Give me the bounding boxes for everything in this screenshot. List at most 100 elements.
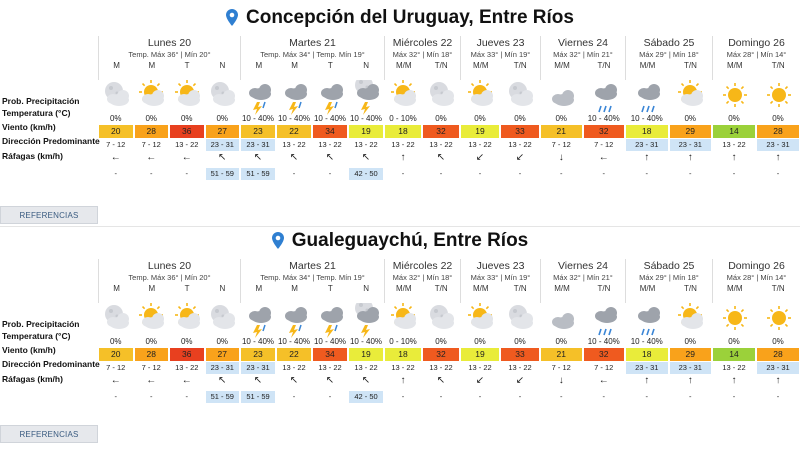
row-label-temp: Temperatura (°C) [2, 331, 71, 341]
wind-value: 13 - 22 [354, 363, 378, 372]
temp-value: 19 [461, 125, 499, 138]
row-label-wind: Viento (km/h) [2, 122, 56, 132]
sun-cloud-icon [465, 303, 495, 344]
wind-direction-arrow-icon: ← [181, 375, 192, 386]
day-name: Sábado 25 [643, 260, 695, 272]
wind-direction-arrow-icon: ↖ [436, 375, 446, 386]
sun-cloud-icon [136, 80, 166, 121]
gust-value: - [732, 169, 736, 178]
wind-direction-arrow-icon: ↑ [687, 375, 693, 386]
moon-cloud-icon [426, 303, 456, 344]
day-name: Domingo 26 [728, 37, 785, 49]
wind-direction-arrow-icon: ↖ [289, 152, 299, 163]
wind-value: 23 - 31 [669, 139, 711, 151]
storm-icon [243, 303, 273, 344]
wind-direction-arrow-icon: ↙ [515, 152, 525, 163]
gust-value: - [602, 392, 606, 401]
period-label: T/N [513, 61, 527, 70]
wind-direction-arrow-icon: ↑ [731, 152, 737, 163]
temp-value: 33 [501, 125, 539, 138]
sun-cloud-icon [675, 80, 705, 121]
temp-value: 36 [170, 348, 204, 361]
temp-value: 21 [541, 348, 582, 361]
temp-value: 23 [241, 125, 275, 138]
period-label: N [363, 284, 370, 293]
period-label: N [219, 61, 226, 70]
wind-direction-arrow-icon: ↖ [218, 375, 227, 386]
day-name: Martes 21 [289, 37, 336, 49]
wind-direction-arrow-icon: ↖ [218, 152, 227, 163]
precip-value: 10 - 40% [241, 114, 275, 123]
gust-value: - [732, 392, 736, 401]
gust-value: - [602, 169, 606, 178]
storm-icon [315, 80, 345, 121]
wind-value: 13 - 22 [468, 140, 492, 149]
wind-value: 7 - 12 [594, 363, 614, 372]
gust-value: - [185, 169, 189, 178]
temp-value: 19 [349, 348, 383, 361]
temp-value: 21 [541, 125, 582, 138]
wind-direction-arrow-icon: ↑ [687, 152, 693, 163]
rain-icon [589, 80, 619, 121]
precip-value: 10 - 40% [587, 114, 620, 123]
temp-value: 29 [669, 125, 711, 138]
day-header: Sábado 25 Máx 29° | Mín 18° M/M T/N [625, 36, 712, 80]
day-name: Martes 21 [289, 260, 336, 272]
wind-value: 13 - 22 [508, 140, 532, 149]
day-name: Jueves 23 [476, 37, 525, 49]
gust-value: - [114, 392, 118, 401]
day-periods: M/M T/N [713, 283, 800, 294]
sun-cloud-icon [675, 303, 705, 344]
references-button[interactable]: REFERENCIAS [0, 206, 98, 224]
wind-value: 13 - 22 [175, 363, 199, 372]
wind-value: 23 - 31 [205, 139, 239, 151]
period-label: M/M [395, 284, 412, 293]
moon-cloud-icon [101, 80, 131, 121]
period-label: T/N [684, 284, 697, 293]
day-header: Miércoles 22 Máx 32° | Mín 18° M/M T/N [384, 259, 460, 303]
temp-value: 27 [205, 348, 239, 361]
gust-value: - [114, 169, 118, 178]
wind-value: 13 - 22 [282, 363, 306, 372]
gust-value: - [560, 169, 563, 178]
period-label: M/M [726, 61, 743, 70]
sun-icon [763, 80, 793, 121]
row-label-gust: Ráfagas (km/h) [2, 151, 63, 161]
gust-value: - [776, 392, 780, 401]
period-label: T [327, 61, 333, 70]
precip-value: 0% [474, 337, 486, 346]
temp-value: 18 [626, 348, 668, 361]
sun-cloud-icon [388, 303, 418, 344]
gust-value: - [439, 392, 443, 401]
row-label-precip: Prob. Precipitación [2, 319, 80, 329]
temp-value: 19 [461, 348, 499, 361]
row-label-wind: Viento (km/h) [2, 345, 56, 355]
temp-value: 28 [757, 125, 799, 138]
temp-value: 14 [713, 125, 755, 138]
wind-value: 7 - 12 [551, 140, 571, 149]
wind-value: 23 - 31 [757, 139, 799, 151]
temp-value: 36 [170, 125, 204, 138]
temp-value: 29 [669, 348, 711, 361]
storm-icon [243, 80, 273, 121]
day-header: Viernes 24 Máx 32° | Mín 21° M/M T/N [540, 36, 625, 80]
day-temps: Máx 33° | Mín 19° [470, 273, 531, 282]
wind-direction-arrow-icon: ↖ [361, 375, 371, 386]
wind-value: 7 - 12 [141, 140, 161, 149]
gust-value: - [518, 169, 522, 178]
sun-icon [763, 303, 793, 344]
wind-value: 7 - 12 [594, 140, 614, 149]
wind-direction-arrow-icon: ↓ [558, 375, 564, 386]
temp-value: 22 [277, 125, 311, 138]
wind-direction-arrow-icon: ↑ [731, 375, 737, 386]
precip-value: 10 - 40% [313, 337, 347, 346]
references-button[interactable]: REFERENCIAS [0, 425, 98, 443]
gust-value: 51 - 59 [205, 391, 239, 403]
gust-value: - [439, 169, 443, 178]
wind-direction-arrow-icon: ↑ [400, 375, 406, 386]
wind-direction-arrow-icon: ← [146, 375, 157, 386]
precip-value: 0% [435, 114, 447, 123]
gust-value: - [292, 169, 296, 178]
